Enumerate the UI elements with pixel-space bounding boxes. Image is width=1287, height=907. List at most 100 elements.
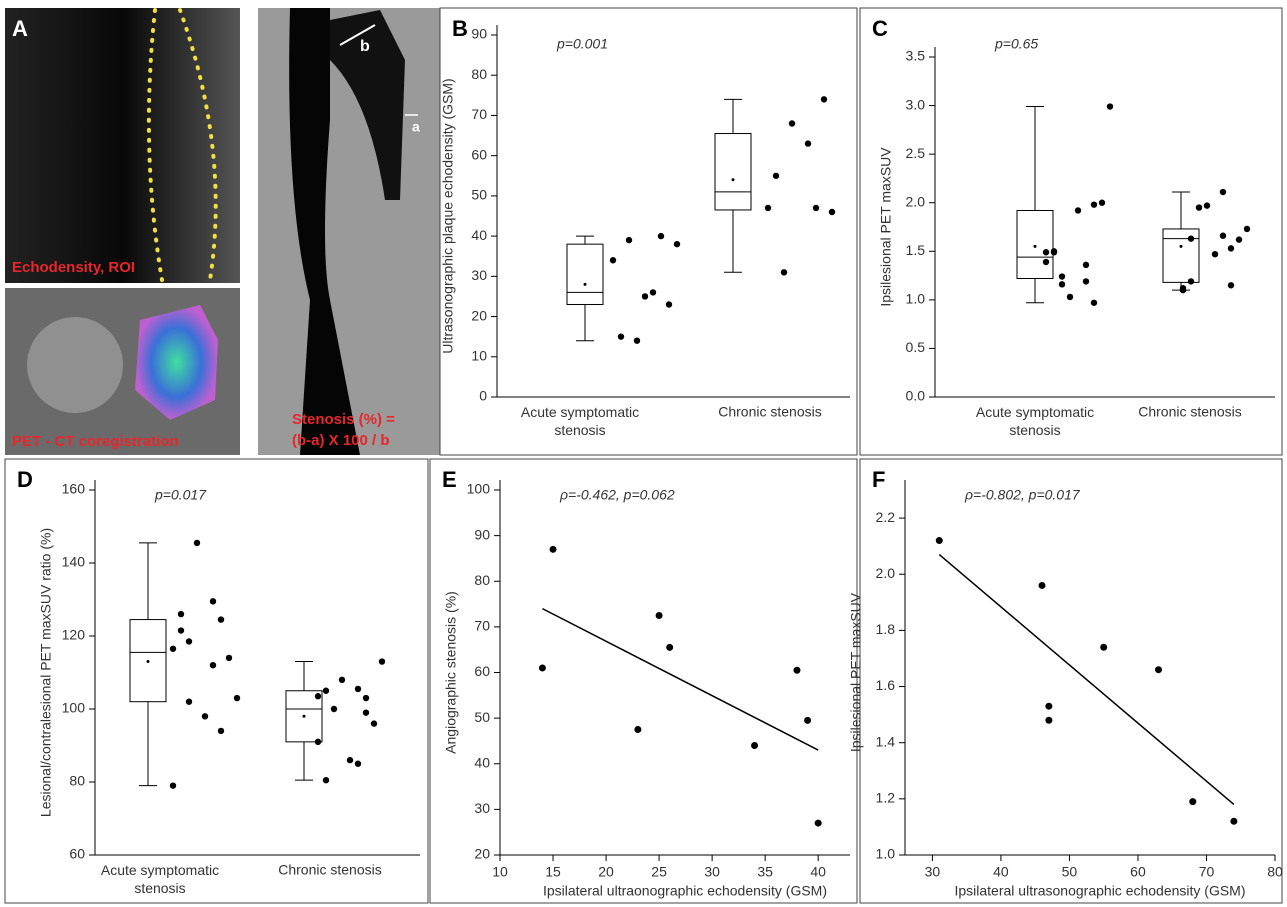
- y-tick-label: 10: [471, 347, 487, 363]
- point: [813, 205, 819, 211]
- y-tick-label: 50: [471, 187, 487, 203]
- x-tick-label: 35: [757, 864, 773, 880]
- point: [202, 713, 208, 719]
- point: [363, 695, 369, 701]
- point: [550, 546, 557, 553]
- y-axis-title: Angiographic stenosis (%): [443, 591, 459, 754]
- point: [1196, 204, 1202, 210]
- x-tick-label: 40: [810, 864, 826, 880]
- annotation: ρ=-0.802, p=0.017: [964, 487, 1081, 503]
- point: [194, 540, 200, 546]
- point: [1180, 287, 1186, 293]
- y-tick-label: 1.0: [906, 291, 926, 307]
- x-tick-label: 10: [492, 864, 508, 880]
- y-tick-label: 90: [471, 26, 487, 42]
- point: [1189, 798, 1196, 805]
- point: [610, 257, 616, 263]
- y-tick-label: 2.2: [876, 509, 896, 525]
- figure: A Echodensity, ROI PET - CT coregistrati…: [0, 0, 1287, 907]
- point: [936, 537, 943, 544]
- point: [1100, 644, 1107, 651]
- point: [821, 96, 827, 102]
- x-tick-label: Acute symptomaticstenosis: [976, 404, 1094, 438]
- point: [1067, 294, 1073, 300]
- panel-label: F: [872, 467, 885, 492]
- point: [331, 706, 337, 712]
- annotation: p=0.001: [556, 36, 608, 52]
- x-axis-title: Ipsilateral ultrasonographic echodensity…: [954, 883, 1245, 899]
- y-tick-label: 60: [471, 146, 487, 162]
- marker-label: b: [360, 38, 370, 55]
- x-tick-label: 30: [704, 864, 720, 880]
- y-tick-label: 50: [474, 709, 490, 725]
- point: [1091, 300, 1097, 306]
- x-tick-label: 25: [651, 864, 667, 880]
- point: [1220, 189, 1226, 195]
- y-tick-label: 1.6: [876, 677, 896, 693]
- annotation: ρ=-0.462, p=0.062: [559, 487, 675, 503]
- mean: [1180, 245, 1183, 248]
- point: [674, 241, 680, 247]
- x-tick-label: Chronic stenosis: [1138, 404, 1242, 420]
- point: [178, 627, 184, 633]
- point: [1220, 233, 1226, 239]
- point: [315, 739, 321, 745]
- point: [186, 699, 192, 705]
- y-tick-label: 70: [471, 106, 487, 122]
- y-tick-label: 1.4: [876, 733, 896, 749]
- point: [781, 269, 787, 275]
- formula: Stenosis (%) =: [292, 411, 395, 428]
- annotation: p=0.017: [154, 487, 207, 503]
- point: [379, 658, 385, 664]
- point: [1228, 282, 1234, 288]
- point: [1075, 207, 1081, 213]
- y-tick-label: 120: [62, 627, 86, 643]
- point: [1236, 236, 1242, 242]
- y-tick-label: 1.0: [876, 846, 896, 862]
- point: [751, 742, 758, 749]
- point: [1083, 262, 1089, 268]
- y-tick-label: 2.0: [906, 193, 926, 209]
- point: [773, 173, 779, 179]
- point: [363, 709, 369, 715]
- panel-a: A Echodensity, ROI PET - CT coregistrati…: [5, 8, 440, 455]
- x-tick-label: 20: [598, 864, 614, 880]
- fit-line: [542, 609, 818, 750]
- point: [226, 655, 232, 661]
- point: [339, 677, 345, 683]
- x-tick-label: 70: [1199, 864, 1215, 880]
- point: [170, 782, 176, 788]
- point: [355, 761, 361, 767]
- point: [789, 120, 795, 126]
- point: [323, 688, 329, 694]
- y-tick-label: 0: [479, 388, 487, 404]
- point: [804, 717, 811, 724]
- point: [371, 720, 377, 726]
- y-tick-label: 80: [471, 66, 487, 82]
- point: [642, 293, 648, 299]
- y-tick-label: 100: [467, 481, 491, 497]
- point: [1230, 818, 1237, 825]
- y-axis-title: Ipsilesional PET maxSUV: [848, 592, 864, 752]
- point: [1155, 666, 1162, 673]
- echo-label: Echodensity, ROI: [12, 259, 135, 276]
- x-tick-label: 30: [925, 864, 941, 880]
- y-tick-label: 90: [474, 526, 490, 542]
- x-tick-label: 40: [993, 864, 1009, 880]
- y-tick-label: 100: [62, 700, 86, 716]
- y-tick-label: 160: [62, 481, 86, 497]
- point: [666, 301, 672, 307]
- point: [1204, 202, 1210, 208]
- point: [1039, 582, 1046, 589]
- y-tick-label: 30: [474, 800, 490, 816]
- point: [618, 333, 624, 339]
- panel-label: B: [452, 16, 468, 41]
- x-tick-label: 50: [1062, 864, 1078, 880]
- y-tick-label: 3.0: [906, 96, 926, 112]
- y-tick-label: 140: [62, 554, 86, 570]
- pet-label: PET - CT coregistration: [12, 433, 179, 450]
- point: [1083, 278, 1089, 284]
- point: [666, 644, 673, 651]
- point: [1188, 235, 1194, 241]
